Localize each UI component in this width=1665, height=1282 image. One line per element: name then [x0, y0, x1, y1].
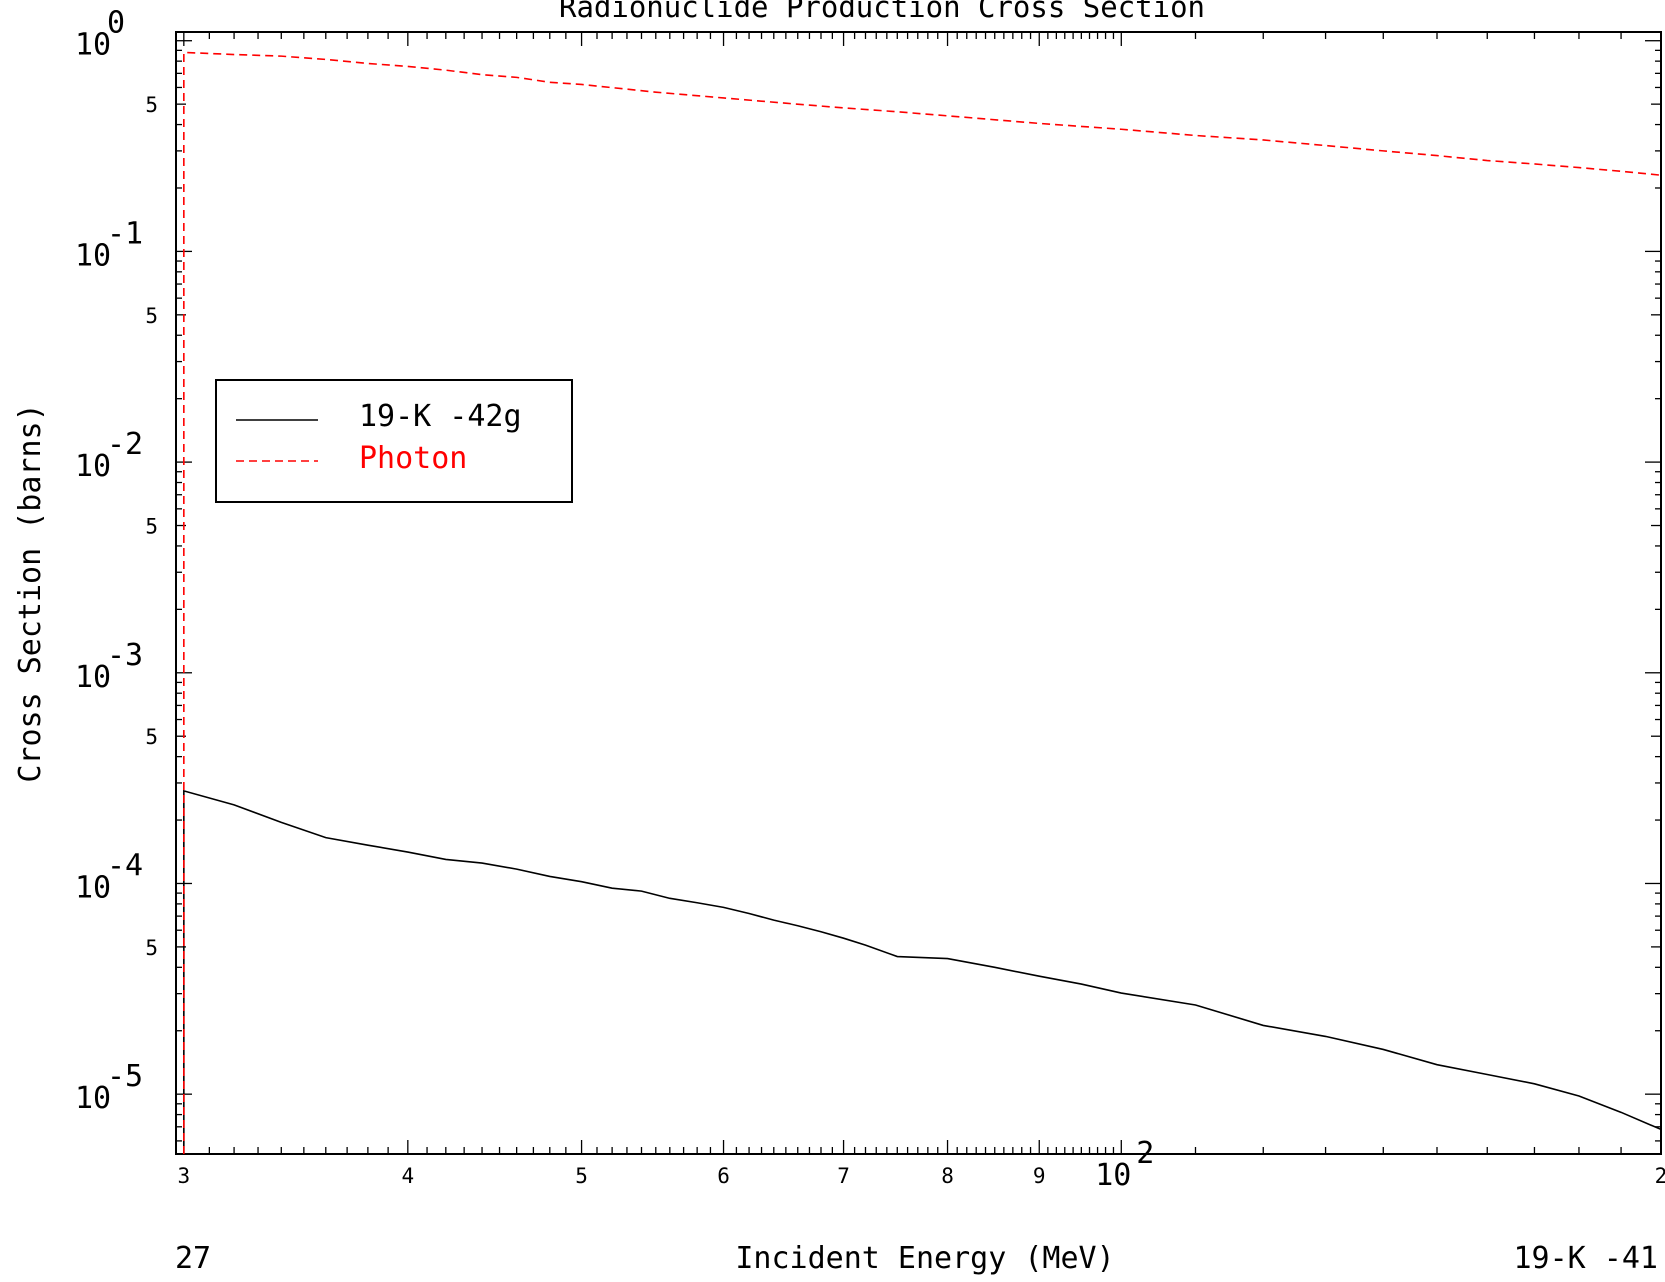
- minor-ticks: [176, 32, 1661, 1154]
- y-axis-label: Cross Section (barns): [13, 403, 48, 782]
- y-tick-label: 5: [145, 93, 158, 117]
- y-tick-label-exponent: -3: [107, 638, 143, 673]
- x-tick-label: 7: [837, 1164, 850, 1188]
- legend-box: [215, 379, 573, 503]
- chart-title: Radionuclide Production Cross Section: [559, 0, 1205, 24]
- series-line-photon: [183, 51, 1662, 1154]
- series-line-k42g: [183, 789, 1662, 1154]
- y-tick-label-exponent: -2: [107, 427, 143, 462]
- x-tick-label: 5: [575, 1164, 588, 1188]
- y-tick-label: 10: [75, 870, 111, 905]
- y-tick-label: 5: [145, 515, 158, 539]
- y-tick-label: 10: [75, 28, 111, 63]
- x-tick-label: 9: [1033, 1164, 1046, 1188]
- x-tick-label: 6: [717, 1164, 730, 1188]
- x-tick-label: 8: [941, 1164, 954, 1188]
- y-tick-label: 5: [145, 304, 158, 328]
- plot-frame: [175, 31, 1662, 1155]
- series-layer: [183, 51, 1662, 1154]
- y-tick-label: 10: [75, 660, 111, 695]
- y-tick-label: 10: [75, 1081, 111, 1116]
- x-axis-label: Incident Energy (MeV): [735, 1241, 1114, 1276]
- footer-left-label: 27: [175, 1241, 211, 1276]
- y-tick-label: 5: [145, 936, 158, 960]
- x-tick-label: 4: [401, 1164, 414, 1188]
- y-tick-label-exponent: -1: [107, 216, 143, 251]
- x-tick-label-exponent: 2: [1136, 1136, 1154, 1171]
- y-tick-label: 10: [75, 238, 111, 273]
- legend: 19-K -42g Photon: [215, 379, 573, 503]
- legend-label-photon: Photon: [359, 441, 467, 476]
- y-tick-label: 10: [75, 449, 111, 484]
- y-tick-label-exponent: 0: [107, 6, 125, 41]
- x-tick-label: 2: [1655, 1164, 1665, 1188]
- x-tick-label: 10: [1095, 1158, 1131, 1193]
- y-tick-label-exponent: -5: [107, 1059, 143, 1094]
- x-tick-label: 3: [177, 1164, 190, 1188]
- y-tick-label: 5: [145, 725, 158, 749]
- legend-label-k42g: 19-K -42g: [359, 399, 522, 434]
- y-tick-label-exponent: -4: [107, 848, 143, 883]
- footer-right-label: 19-K -41: [1514, 1241, 1659, 1276]
